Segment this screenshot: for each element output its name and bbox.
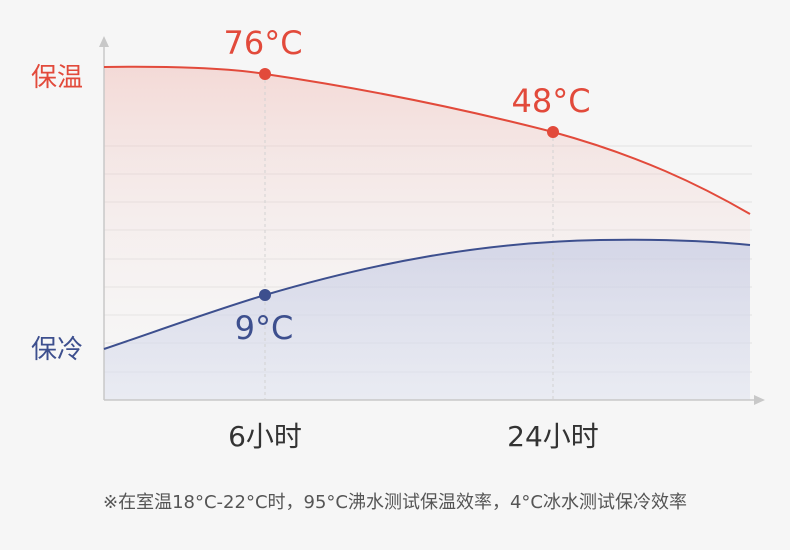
x-tick-label: 6小时	[228, 420, 302, 453]
y-axis-arrow	[99, 36, 109, 47]
cold-series-line	[103, 238, 751, 350]
cold-area-fill	[104, 239, 750, 400]
series-lines	[103, 65, 751, 350]
warm-data-point	[259, 68, 271, 80]
guide-lines	[264, 80, 554, 400]
warm-data-point	[547, 126, 559, 138]
warm-value-label: 76°C	[223, 24, 302, 62]
cold-value-label: 9°C	[235, 309, 294, 347]
area-fills	[104, 66, 750, 400]
warm-value-label: 48°C	[511, 82, 590, 120]
footnote: ※在室温18°C-22°C时，95°C沸水测试保温效率，4°C冰水测试保冷效率	[102, 492, 687, 513]
data-points	[259, 68, 559, 301]
y-label-cold: 保冷	[31, 335, 83, 365]
cold-data-point	[259, 289, 271, 301]
warm-series-line	[103, 65, 751, 215]
x-tick-label: 24小时	[507, 420, 599, 453]
axes	[99, 36, 765, 405]
x-axis-arrow	[754, 395, 765, 405]
y-label-warm: 保温	[31, 63, 83, 93]
